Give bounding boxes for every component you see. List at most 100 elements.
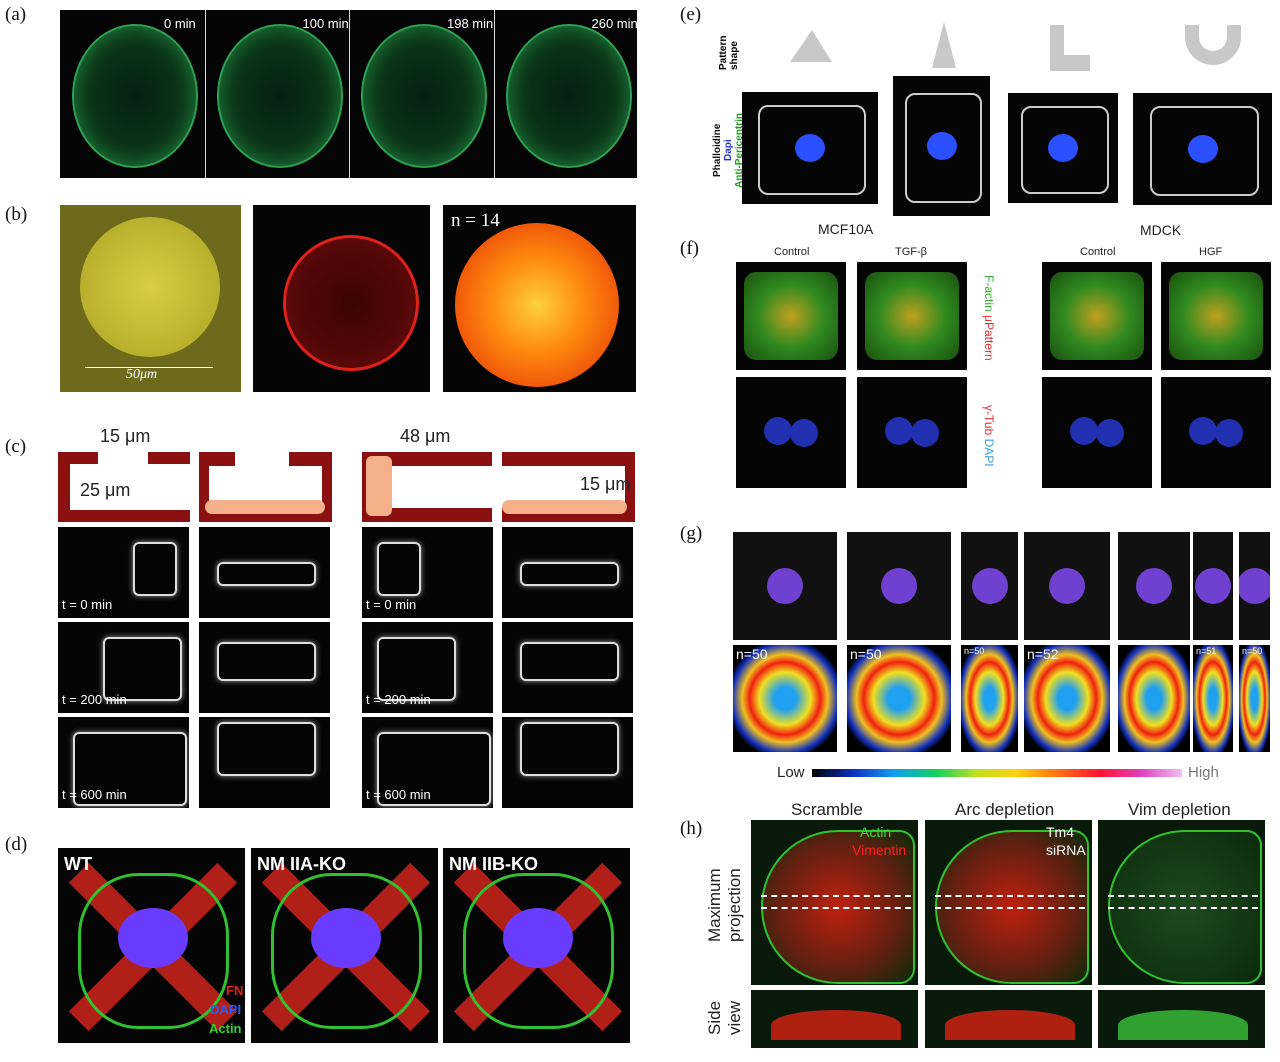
nucleus xyxy=(118,908,188,968)
nucleus xyxy=(926,132,957,160)
image xyxy=(253,205,430,392)
side xyxy=(1118,1010,1248,1040)
panel-label: (g) xyxy=(680,523,703,544)
time-label: 260 min xyxy=(591,16,638,31)
pattern xyxy=(502,452,635,522)
image: t = 600 min xyxy=(58,717,189,808)
scale-label: 50μm xyxy=(126,367,158,382)
heatmap xyxy=(847,645,951,752)
heatmap xyxy=(1024,645,1110,752)
condition: Scramble xyxy=(791,800,863,819)
stain: μPattern xyxy=(982,315,996,361)
divider xyxy=(349,10,350,178)
time-label: t = 200 min xyxy=(366,692,431,707)
cell xyxy=(904,92,983,204)
time-label: 0 min xyxy=(164,16,196,31)
dim-label: 15 μm xyxy=(100,426,151,446)
image: t = 200 min xyxy=(362,622,493,713)
divider xyxy=(493,10,495,178)
colorbar xyxy=(812,769,1182,777)
colorbar-high: High xyxy=(1188,764,1219,781)
count-label: n=50 xyxy=(964,646,985,656)
heatmap xyxy=(1118,645,1190,752)
nucleus xyxy=(881,568,917,604)
image xyxy=(1042,262,1152,370)
legend-entry: FN xyxy=(226,983,244,998)
cell xyxy=(520,722,619,776)
pattern xyxy=(362,452,492,522)
image: n = 14 xyxy=(443,205,636,392)
stain-labels: Phalloidine Dapi Anti-Pericentrin xyxy=(712,95,745,205)
shapes xyxy=(790,22,1241,71)
condition: Control xyxy=(774,246,810,258)
image: NM IIA-KO xyxy=(251,848,438,1043)
image xyxy=(893,76,990,216)
image xyxy=(502,717,633,808)
image: 50μm xyxy=(60,205,241,392)
image xyxy=(736,377,846,488)
side xyxy=(945,1010,1075,1040)
panel-label: (h) xyxy=(680,818,703,839)
panel-title: NM IIB-KO xyxy=(449,854,538,874)
stain-labels: γ-Tub DAPI xyxy=(982,405,996,467)
cell xyxy=(455,223,619,387)
image xyxy=(1098,990,1265,1048)
image xyxy=(1098,820,1265,985)
cell xyxy=(80,217,220,357)
image xyxy=(857,377,967,488)
cell xyxy=(377,732,491,806)
image xyxy=(736,262,846,370)
actin xyxy=(78,873,229,1029)
stain: Phalloidine xyxy=(712,123,723,177)
count-label: n = 14 xyxy=(451,210,500,231)
nucleus xyxy=(971,568,1008,604)
condition: Vim depletion xyxy=(1128,800,1231,819)
image xyxy=(961,532,1018,640)
pattern xyxy=(58,452,190,522)
image xyxy=(199,717,330,808)
stain: Dapi xyxy=(723,139,734,161)
time-label: t = 0 min xyxy=(62,597,113,612)
stain: F-actin xyxy=(982,275,996,312)
time-label: t = 0 min xyxy=(366,597,417,612)
count-label: n=52 xyxy=(1027,646,1059,662)
panel-label: (b) xyxy=(5,204,28,225)
cell-line: MCF10A xyxy=(818,221,874,237)
cell xyxy=(1169,272,1263,360)
stain: DAPI xyxy=(982,438,996,467)
cell xyxy=(1021,106,1109,194)
cell xyxy=(520,562,619,586)
cell xyxy=(377,542,421,596)
dim-label: 25 μm xyxy=(80,480,131,500)
cell xyxy=(72,24,198,168)
nucleus xyxy=(795,134,825,162)
nucleus xyxy=(767,568,803,604)
row-label: Maximum projection xyxy=(705,868,744,942)
image: t = 600 min xyxy=(362,717,493,808)
image xyxy=(925,990,1092,1048)
legend-entry: Actin xyxy=(209,1021,242,1036)
count-label: n=51 xyxy=(1196,646,1217,656)
image xyxy=(1161,377,1271,488)
heatmap xyxy=(1239,645,1270,752)
time-label: t = 600 min xyxy=(366,787,431,802)
legend-entry: DAPI xyxy=(210,1002,242,1017)
image xyxy=(1133,93,1272,205)
image xyxy=(1239,532,1270,640)
nucleus xyxy=(764,417,792,445)
actin xyxy=(271,873,422,1029)
nucleus xyxy=(790,419,818,447)
image xyxy=(733,532,837,640)
count-label: n=50 xyxy=(850,646,882,662)
image xyxy=(751,820,918,985)
panel-a: 0 min 100 min 198 min 260 min xyxy=(60,10,637,178)
nucleus xyxy=(311,908,381,968)
image: NM IIB-KO xyxy=(443,848,630,1043)
image xyxy=(502,527,633,618)
image xyxy=(857,262,967,370)
time-label: 198 min xyxy=(447,16,494,31)
cell xyxy=(520,642,619,681)
panel-label: (f) xyxy=(680,238,699,259)
cell xyxy=(283,235,419,371)
condition: Control xyxy=(1080,246,1116,258)
